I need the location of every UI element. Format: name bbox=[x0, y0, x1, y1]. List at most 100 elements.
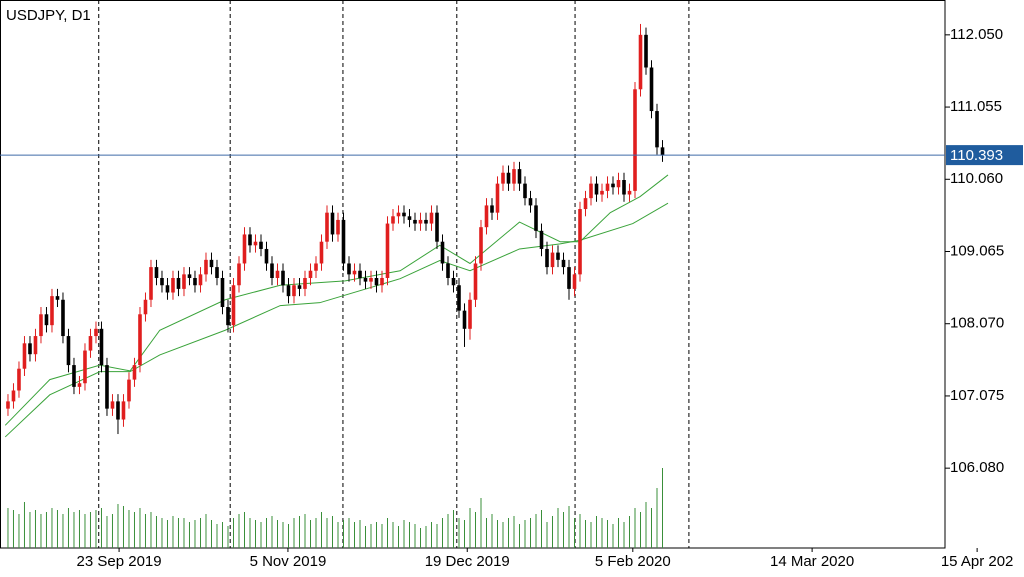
candle-body bbox=[556, 252, 560, 260]
candle-body bbox=[121, 401, 126, 420]
candle-body bbox=[589, 183, 593, 199]
candle-body bbox=[402, 212, 406, 217]
candle-body bbox=[6, 401, 10, 409]
candle-body bbox=[160, 277, 164, 286]
candle-body bbox=[39, 314, 43, 337]
candle-body bbox=[187, 274, 192, 278]
candle-body bbox=[22, 343, 27, 369]
candle-body bbox=[319, 241, 324, 264]
candle-body bbox=[638, 34, 643, 90]
candle-body bbox=[330, 212, 335, 235]
candle-body bbox=[11, 390, 16, 402]
x-tick-label: 15 Apr 202 bbox=[941, 553, 1014, 570]
candle-body bbox=[501, 172, 505, 184]
candle-body bbox=[435, 212, 439, 242]
candle-body bbox=[583, 198, 588, 210]
moving-average-line bbox=[4, 174, 669, 426]
candle-body bbox=[105, 365, 109, 409]
candle-body bbox=[616, 180, 621, 188]
candle-body bbox=[242, 234, 247, 264]
candle-body bbox=[523, 183, 527, 199]
candle-body bbox=[341, 219, 346, 264]
candle-body bbox=[270, 263, 274, 278]
candle-body bbox=[424, 219, 428, 224]
candle-body bbox=[204, 259, 208, 275]
candle-body bbox=[275, 270, 280, 278]
candle-body bbox=[451, 277, 456, 286]
candle-body bbox=[473, 263, 478, 300]
candle-body bbox=[655, 111, 659, 148]
moving-average-line bbox=[4, 202, 669, 438]
candle-body bbox=[479, 227, 483, 264]
candle-body bbox=[94, 328, 98, 337]
candle-body bbox=[539, 230, 544, 249]
candle-body bbox=[253, 241, 258, 246]
candle-body bbox=[363, 277, 368, 282]
candle-body bbox=[600, 190, 604, 195]
candle-body bbox=[336, 219, 340, 235]
candle-body bbox=[325, 212, 329, 242]
candle-body bbox=[165, 285, 170, 293]
candle-body bbox=[149, 267, 153, 300]
plot-frame bbox=[0, 0, 946, 549]
candle-body bbox=[303, 277, 307, 289]
candle-body bbox=[440, 241, 445, 264]
candle-body bbox=[61, 299, 65, 337]
candle-body bbox=[110, 401, 115, 409]
candle-body bbox=[534, 205, 538, 231]
plot-area bbox=[4, 23, 669, 548]
candle-body bbox=[237, 263, 241, 286]
candle-body bbox=[50, 296, 54, 326]
candle-body bbox=[17, 368, 21, 391]
candle-body bbox=[374, 277, 379, 286]
candle-body bbox=[418, 219, 423, 224]
candle-body bbox=[572, 274, 577, 289]
candle-body bbox=[44, 314, 49, 326]
candle-body bbox=[605, 183, 610, 191]
chart-title: USDJPY, D1 bbox=[6, 7, 91, 24]
candle-body bbox=[314, 263, 318, 271]
candle-body bbox=[561, 259, 566, 268]
candle-body bbox=[297, 285, 302, 289]
candle-body bbox=[380, 277, 384, 286]
candle-body bbox=[578, 209, 582, 275]
candle-body bbox=[220, 277, 225, 308]
candle-body bbox=[72, 365, 76, 387]
current-price-label: 110.393 bbox=[950, 147, 1003, 164]
candle-body bbox=[506, 172, 511, 184]
current-price-box bbox=[946, 145, 1023, 166]
candle-body bbox=[88, 336, 93, 351]
candle-body bbox=[77, 383, 82, 387]
candle-body bbox=[517, 169, 522, 184]
candle-body bbox=[484, 205, 489, 228]
candle-body bbox=[457, 285, 461, 311]
candle-body bbox=[259, 241, 263, 249]
candle-body bbox=[99, 328, 104, 366]
candle-body bbox=[264, 248, 269, 264]
y-tick-label: 110.060 bbox=[950, 170, 1003, 187]
x-tick-label: 23 Sep 2019 bbox=[77, 553, 162, 570]
candle-body bbox=[132, 365, 137, 380]
candle-body bbox=[495, 183, 500, 213]
candle-body bbox=[490, 205, 494, 213]
candle-body bbox=[413, 219, 417, 224]
x-tick-label: 19 Dec 2019 bbox=[425, 553, 510, 570]
y-tick-label: 109.065 bbox=[950, 242, 1004, 259]
candle-body bbox=[308, 270, 313, 278]
candle-body bbox=[611, 183, 615, 188]
candle-body bbox=[567, 267, 571, 289]
candle-body bbox=[281, 270, 285, 286]
y-tick-label: 112.050 bbox=[950, 26, 1003, 43]
candle-body bbox=[66, 336, 71, 366]
candle-body bbox=[622, 180, 626, 195]
y-tick-label: 108.070 bbox=[950, 315, 1004, 332]
x-tick-label: 5 Feb 2020 bbox=[595, 553, 671, 570]
candle-body bbox=[154, 267, 159, 278]
candle-body bbox=[644, 34, 648, 68]
candle-body bbox=[347, 263, 351, 275]
candle-body bbox=[198, 274, 203, 286]
candle-body bbox=[209, 259, 214, 268]
candle-body bbox=[171, 277, 175, 293]
candle-body bbox=[369, 277, 373, 282]
candle-body bbox=[352, 270, 357, 275]
